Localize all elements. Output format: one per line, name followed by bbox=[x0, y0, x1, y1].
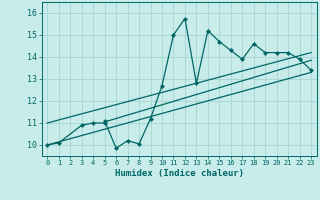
X-axis label: Humidex (Indice chaleur): Humidex (Indice chaleur) bbox=[115, 169, 244, 178]
